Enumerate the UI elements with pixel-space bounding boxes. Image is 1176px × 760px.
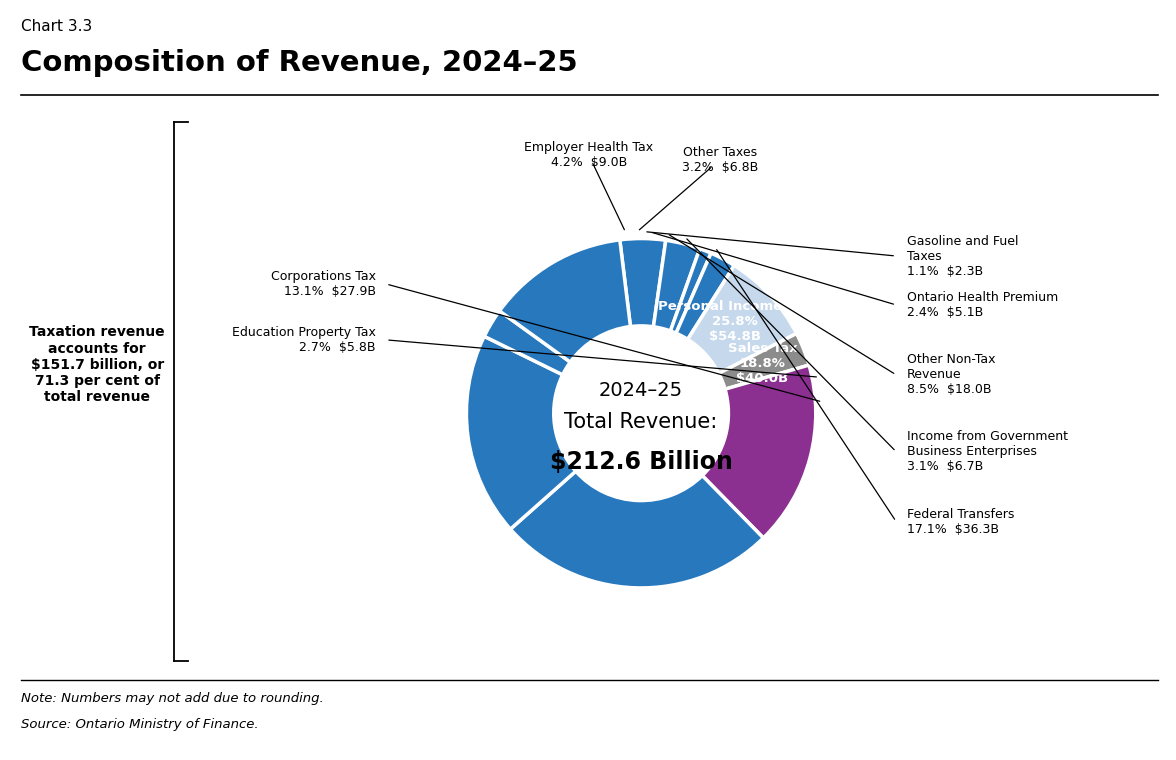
- Wedge shape: [620, 239, 666, 327]
- Text: Federal Transfers
17.1%  $36.3B: Federal Transfers 17.1% $36.3B: [907, 508, 1014, 536]
- Text: Personal Income Tax
25.8%
$54.8B: Personal Income Tax 25.8% $54.8B: [657, 300, 811, 343]
- Wedge shape: [510, 471, 763, 588]
- Wedge shape: [467, 337, 576, 529]
- Text: Ontario Health Premium
2.4%  $5.1B: Ontario Health Premium 2.4% $5.1B: [907, 291, 1058, 319]
- Text: Other Non-Tax
Revenue
8.5%  $18.0B: Other Non-Tax Revenue 8.5% $18.0B: [907, 353, 995, 396]
- Text: Taxation revenue
accounts for
$151.7 billion, or
71.3 per cent of
total revenue: Taxation revenue accounts for $151.7 bil…: [29, 325, 165, 404]
- Wedge shape: [670, 249, 711, 333]
- Text: Employer Health Tax
4.2%  $9.0B: Employer Health Tax 4.2% $9.0B: [524, 141, 653, 169]
- Text: Gasoline and Fuel
Taxes
1.1%  $2.3B: Gasoline and Fuel Taxes 1.1% $2.3B: [907, 235, 1018, 277]
- Wedge shape: [676, 253, 734, 340]
- Text: Sales Tax
18.8%
$40.0B: Sales Tax 18.8% $40.0B: [728, 342, 797, 385]
- Text: Source: Ontario Ministry of Finance.: Source: Ontario Ministry of Finance.: [21, 718, 259, 731]
- Text: Education Property Tax
2.7%  $5.8B: Education Property Tax 2.7% $5.8B: [232, 326, 375, 354]
- Text: Income from Government
Business Enterprises
3.1%  $6.7B: Income from Government Business Enterpri…: [907, 430, 1068, 473]
- Text: Total Revenue:: Total Revenue:: [564, 412, 717, 432]
- Text: $212.6 Billion: $212.6 Billion: [549, 450, 733, 474]
- Text: Corporations Tax
13.1%  $27.9B: Corporations Tax 13.1% $27.9B: [270, 270, 375, 298]
- Wedge shape: [719, 334, 809, 389]
- Wedge shape: [485, 311, 570, 375]
- Text: Note: Numbers may not add due to rounding.: Note: Numbers may not add due to roundin…: [21, 692, 323, 705]
- Wedge shape: [702, 365, 816, 538]
- Text: Chart 3.3: Chart 3.3: [21, 19, 93, 34]
- Text: 2024–25: 2024–25: [599, 381, 683, 400]
- Text: Composition of Revenue, 2024–25: Composition of Revenue, 2024–25: [21, 49, 577, 78]
- Wedge shape: [500, 240, 630, 362]
- Text: Other Taxes
3.2%  $6.8B: Other Taxes 3.2% $6.8B: [682, 146, 757, 174]
- Wedge shape: [688, 265, 796, 373]
- Wedge shape: [654, 240, 700, 331]
